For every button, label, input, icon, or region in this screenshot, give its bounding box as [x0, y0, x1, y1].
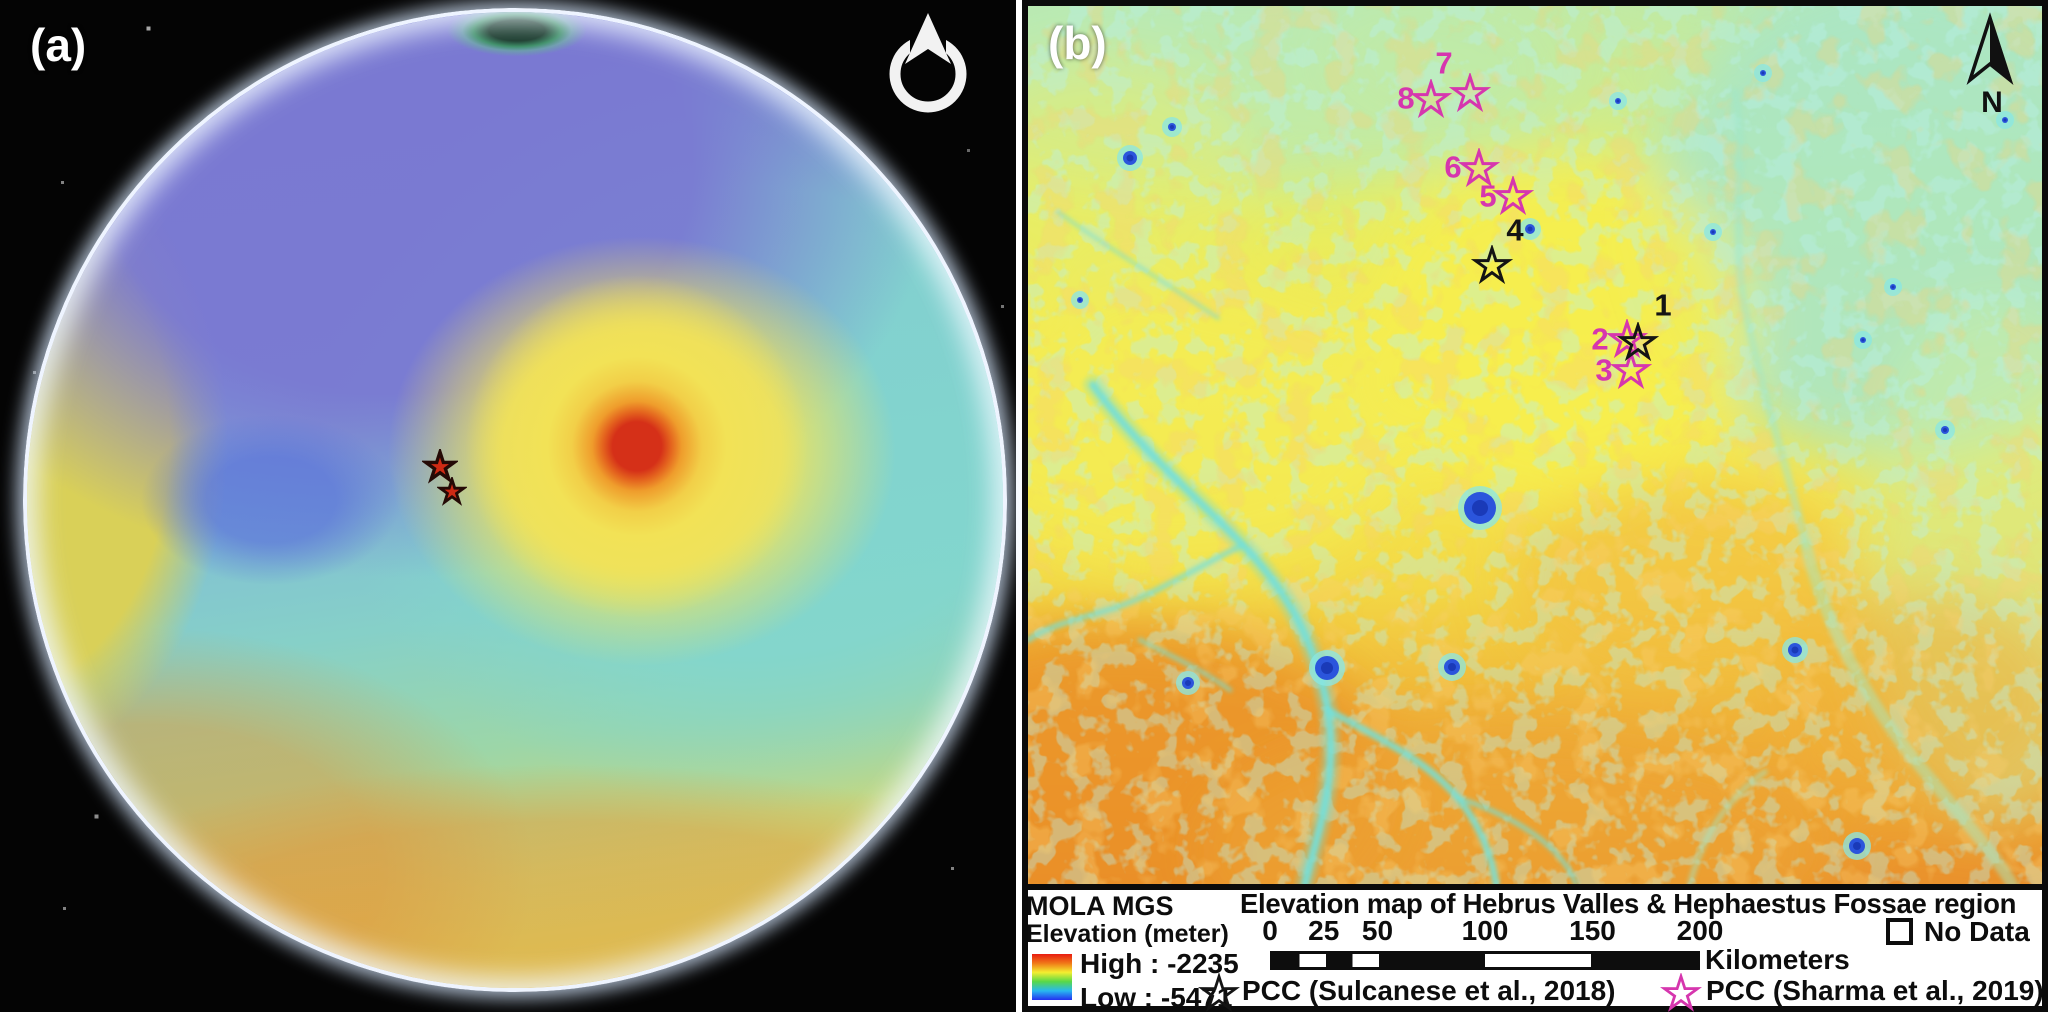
background-stars — [0, 0, 1, 1]
scalebar-tick-50: 50 — [1361, 915, 1394, 946]
legend-source-label: MOLA MGS — [1026, 891, 1174, 921]
elevation-color-ramp — [1032, 954, 1072, 1000]
pcc-black-label: PCC (Sulcanese et al., 2018) — [1242, 975, 1616, 1006]
no-data-label: No Data — [1924, 916, 2030, 947]
elevation-map: N — [1028, 6, 2042, 884]
impact-craters — [1071, 64, 2014, 860]
pcc-pink-label: PCC (Sharma et al., 2019) — [1706, 975, 2044, 1006]
pcc-black-star-icon — [1198, 971, 1240, 1012]
legend-elevation-label: Elevation (meter) — [1026, 920, 1229, 948]
compass-north-icon — [889, 13, 967, 113]
legend-box — [1022, 884, 2048, 1012]
valley-channels — [1028, 88, 2018, 884]
no-data-swatch — [1886, 918, 1913, 945]
terrain-noise-orange — [1028, 6, 2042, 884]
legend-low-value: Low : -5471 — [1080, 982, 1233, 1012]
star-icon — [1198, 971, 1240, 1012]
panel-a-label: (a) — [30, 19, 87, 71]
map-title: Elevation map of Hebrus Valles & Hephaes… — [1240, 888, 2017, 919]
panel-a-globe-view: (a) — [0, 0, 1016, 1012]
pcc-pink-star-icon — [1660, 971, 1702, 1012]
north-arrow-label: N — [1981, 86, 2003, 119]
star-icon — [1660, 971, 1702, 1012]
scale-bar — [1270, 951, 1700, 970]
scalebar-tick-100: 100 — [1461, 915, 1509, 946]
mars-globe — [23, 8, 1007, 992]
north-arrow-icon: N — [1966, 12, 2014, 119]
legend-high-value: High : -2235 — [1080, 948, 1239, 979]
scalebar-tick-25: 25 — [1308, 915, 1340, 946]
scalebar-tick-150: 150 — [1569, 915, 1616, 946]
scale-unit-label: Kilometers — [1705, 944, 1850, 975]
scalebar-tick-0: 0 — [1262, 915, 1278, 946]
scalebar-tick-200: 200 — [1676, 915, 1724, 946]
panel-b-label: (b) — [1048, 17, 1107, 69]
